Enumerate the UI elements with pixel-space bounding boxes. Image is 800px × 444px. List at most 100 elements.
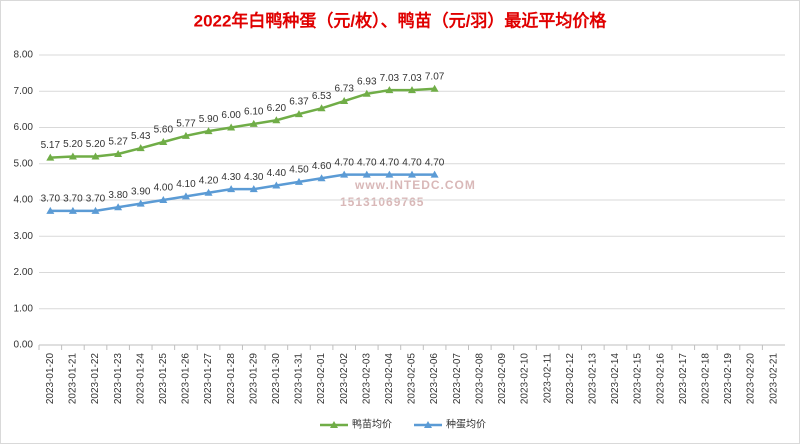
data-label: 7.03 [402, 73, 422, 84]
x-tick-label: 2023-02-04 [384, 353, 395, 405]
y-tick-label: 2.00 [14, 267, 34, 278]
data-label: 4.00 [154, 183, 174, 194]
point-marker [362, 170, 371, 178]
data-label: 3.80 [108, 190, 128, 201]
point-marker [227, 123, 236, 131]
data-label: 4.70 [380, 157, 400, 168]
series-line [50, 173, 435, 213]
point-marker [159, 138, 168, 145]
point-marker [181, 131, 190, 139]
point-marker [408, 86, 416, 94]
x-tick-label: 2023-02-06 [429, 353, 440, 405]
x-tick-label: 2023-02-03 [361, 353, 372, 405]
point-marker [46, 206, 55, 214]
data-label: 6.73 [334, 84, 354, 95]
x-tick-label: 2023-01-25 [158, 353, 169, 405]
y-tick-label: 8.00 [14, 50, 34, 61]
data-label: 4.40 [267, 168, 287, 179]
legend-marker [330, 421, 338, 428]
x-tick-label: 2023-02-13 [587, 353, 598, 405]
point-marker [385, 86, 394, 94]
point-marker [430, 84, 439, 92]
point-marker [249, 185, 258, 193]
x-tick-label: 2023-02-14 [610, 353, 621, 405]
data-label: 4.30 [221, 172, 241, 183]
x-tick-label: 2023-02-19 [723, 353, 734, 405]
data-label: 5.77 [176, 118, 196, 129]
y-tick-label: 3.00 [14, 231, 34, 242]
data-label: 4.60 [312, 161, 332, 172]
point-marker [114, 149, 123, 157]
x-tick-label: 2023-01-21 [68, 353, 79, 405]
x-tick-label: 2023-02-17 [678, 353, 689, 405]
x-tick-label: 2023-02-15 [633, 353, 644, 405]
x-tick-label: 2023-01-28 [226, 353, 237, 405]
x-tick-label: 2023-01-20 [45, 353, 56, 405]
point-marker [227, 185, 236, 193]
point-marker [46, 153, 55, 161]
point-marker [317, 104, 326, 112]
point-marker [68, 206, 77, 214]
point-marker [317, 174, 326, 182]
x-tick-label: 2023-01-29 [248, 353, 259, 405]
y-tick-label: 0.00 [14, 340, 34, 351]
point-marker [114, 203, 123, 211]
x-tick-label: 2023-02-05 [407, 353, 418, 405]
point-marker [294, 110, 303, 118]
point-marker [204, 127, 213, 135]
data-label: 3.70 [86, 194, 106, 205]
data-label: 4.70 [334, 157, 354, 168]
data-label: 6.53 [312, 91, 332, 102]
y-tick-label: 4.00 [14, 195, 34, 206]
data-label: 4.30 [244, 172, 264, 183]
x-tick-label: 2023-01-26 [181, 353, 192, 405]
data-label: 6.10 [244, 107, 264, 118]
point-marker [272, 116, 281, 124]
series-line [50, 87, 435, 159]
legend-label: 鸭苗均价 [352, 418, 392, 431]
point-marker [362, 89, 371, 97]
x-tick-label: 2023-02-12 [565, 353, 576, 405]
point-marker [272, 181, 281, 189]
x-tick-label: 2023-02-02 [339, 353, 350, 405]
point-marker [181, 192, 190, 200]
data-label: 4.70 [425, 157, 445, 168]
data-label: 7.07 [425, 71, 445, 82]
x-tick-label: 2023-01-23 [113, 353, 124, 405]
x-tick-label: 2023-01-22 [90, 353, 101, 405]
point-marker [294, 177, 303, 185]
point-marker [408, 170, 416, 178]
data-label: 4.70 [402, 157, 422, 168]
point-marker [340, 170, 349, 178]
data-label: 5.43 [131, 131, 151, 142]
watermark: 15131069765 [340, 195, 424, 209]
point-marker [385, 170, 394, 178]
data-label: 5.60 [154, 125, 174, 136]
legend-marker [424, 421, 432, 428]
point-marker [136, 199, 145, 207]
x-tick-label: 2023-02-21 [768, 353, 779, 405]
y-tick-label: 7.00 [14, 86, 34, 97]
point-marker [136, 144, 145, 152]
y-tick-label: 6.00 [14, 122, 34, 133]
x-tick-label: 2023-02-18 [701, 353, 712, 405]
data-label: 5.27 [108, 137, 128, 148]
watermark: www.INTEDC.COM [354, 178, 476, 192]
data-label: 4.50 [289, 165, 309, 176]
x-tick-label: 2023-02-09 [497, 353, 508, 405]
data-label: 6.93 [357, 76, 377, 87]
data-label: 7.03 [380, 73, 400, 84]
x-tick-label: 2023-02-07 [452, 353, 463, 405]
data-label: 4.70 [357, 157, 377, 168]
point-marker [249, 119, 258, 127]
data-label: 4.20 [199, 175, 219, 186]
x-tick-label: 2023-01-31 [294, 353, 305, 405]
data-label: 5.20 [63, 139, 83, 150]
point-marker [340, 97, 349, 105]
data-label: 3.90 [131, 186, 151, 197]
x-tick-label: 2023-02-08 [474, 353, 485, 405]
data-label: 3.70 [63, 194, 83, 205]
x-tick-label: 2023-02-01 [316, 353, 327, 405]
